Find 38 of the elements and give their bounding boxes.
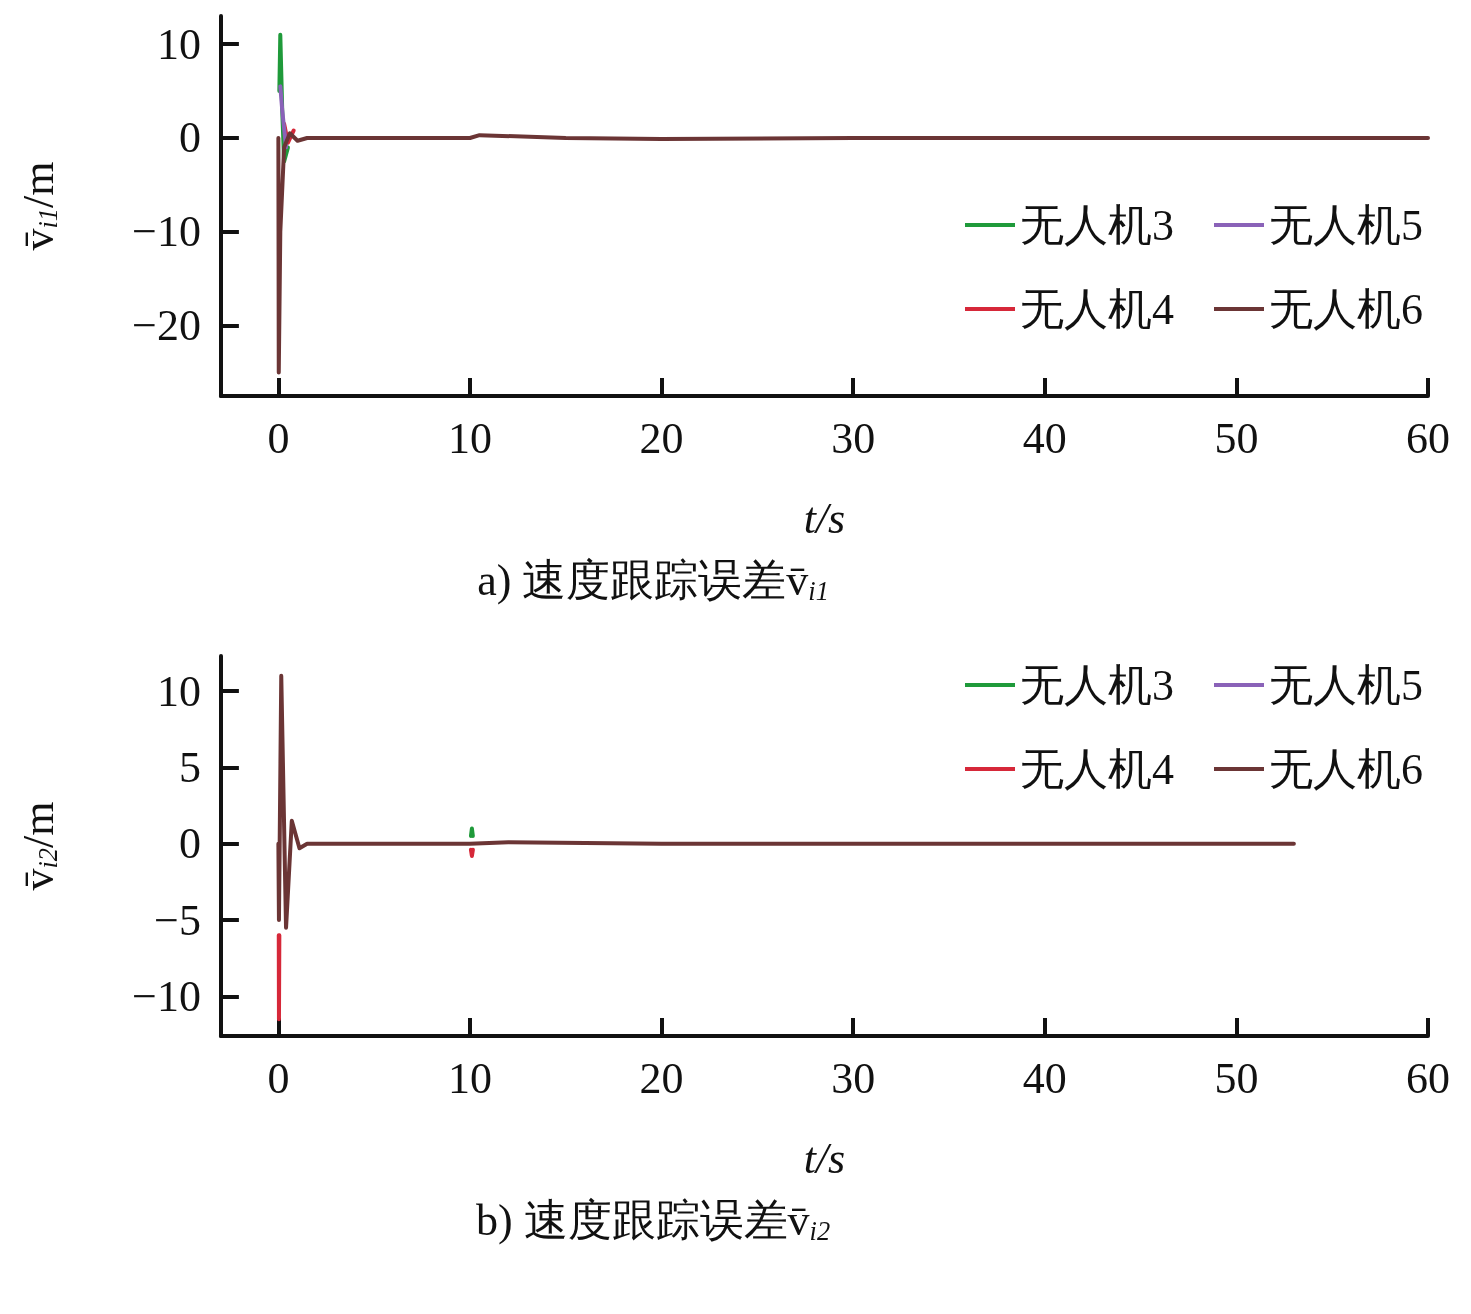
x-axis-title: t/s [803,493,846,543]
legend-label: 无人机6 [1269,284,1423,334]
x-tick-label: 40 [1022,1053,1067,1103]
y-tick-label: 10 [156,666,201,716]
x-tick-label: 50 [1214,413,1259,463]
legend-label: 无人机3 [1020,660,1174,710]
legend-label: 无人机5 [1269,660,1423,710]
y-axis-title: v̄i1/m [13,161,63,251]
x-tick-label: 10 [447,1053,492,1103]
y-tick-label: 5 [178,742,201,792]
y-tick-label: −5 [154,895,201,945]
x-tick-label: 50 [1214,1053,1259,1103]
x-tick-label: 60 [1406,1053,1450,1103]
y-tick-label: 0 [178,819,201,869]
y-tick-label: −10 [132,207,201,257]
legend-label: 无人机3 [1020,200,1174,250]
x-axis-title: t/s [803,1133,846,1183]
x-tick-label: 30 [831,1053,876,1103]
legend-label: 无人机4 [1020,744,1174,794]
x-tick-label: 20 [639,1053,684,1103]
y-tick-label: 10 [156,19,201,69]
y-tick-label: 0 [178,113,201,163]
legend-label: 无人机4 [1020,284,1174,334]
y-tick-label: −20 [132,301,201,351]
y-tick-label: −10 [132,971,201,1021]
y-axis-title: v̄i2/m [13,801,63,891]
text: b) 速度跟踪误差v̄i2 [475,1196,831,1246]
x-tick-label: 0 [267,413,290,463]
x-tick-label: 20 [639,413,684,463]
x-tick-label: 40 [1022,413,1067,463]
x-tick-label: 0 [267,1053,290,1103]
x-tick-label: 30 [831,413,876,463]
text: a) 速度跟踪误差v̄i1 [477,556,829,606]
legend-label: 无人机6 [1269,744,1423,794]
x-tick-label: 10 [447,413,492,463]
x-tick-label: 60 [1406,413,1450,463]
line-series [276,131,1430,375]
legend-label: 无人机5 [1269,200,1423,250]
